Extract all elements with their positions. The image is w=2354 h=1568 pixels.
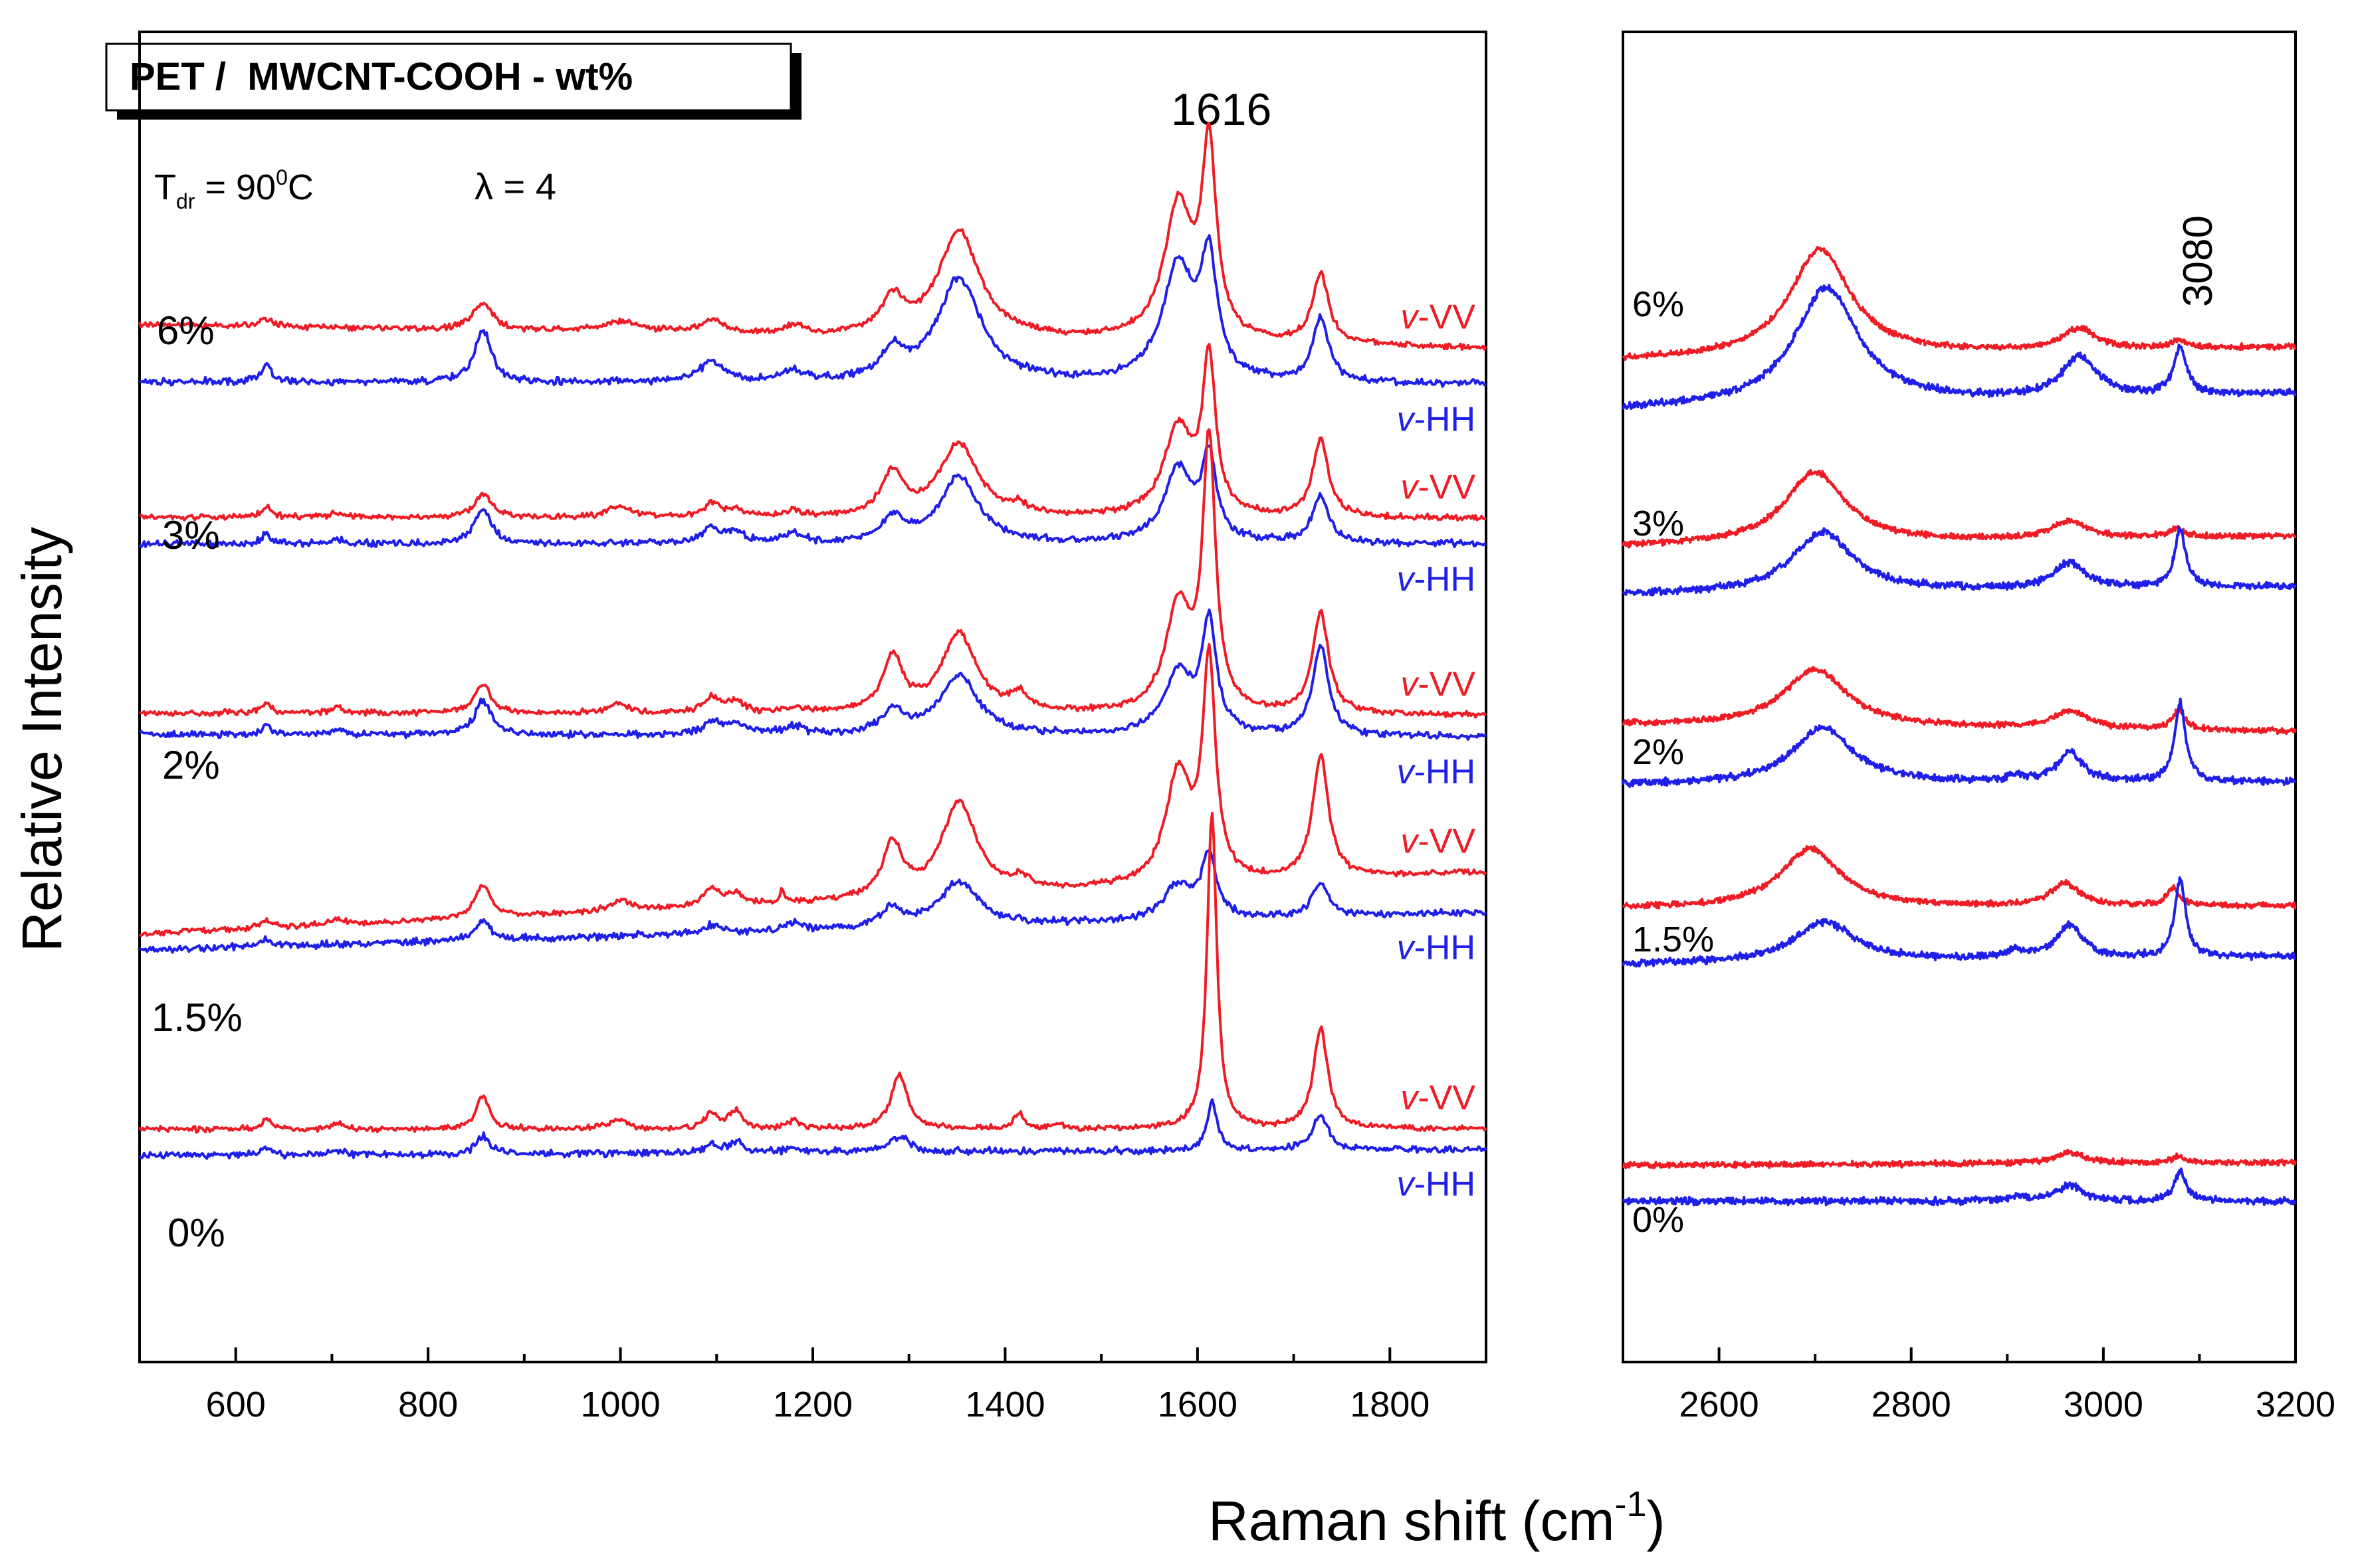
group-label-right: 2% — [1632, 732, 1684, 772]
x-tick-label: 2800 — [1872, 1385, 1951, 1424]
left-spectra: v-VV v-HH v-VV v-HH v-VV v-HH v-VV v-HH v-VV v-HH — [138, 122, 1487, 1204]
spectrum-left-6pct-VV — [138, 122, 1487, 351]
spectrum-right-3pct-VV — [1622, 468, 2297, 549]
spectrum-left-1_5pct-VV — [138, 642, 1487, 937]
x-tick-label: 1200 — [773, 1385, 853, 1424]
x-tick-label: 3200 — [2256, 1385, 2335, 1424]
group-label-left: 6% — [157, 308, 215, 353]
right-plot-frame — [1622, 31, 2297, 1363]
polarization-label-HH: v-HH — [1397, 928, 1475, 967]
title-main: MWCNT-COOH - wt% — [247, 55, 633, 98]
group-label-left: 2% — [162, 743, 220, 787]
x-tick-label: 600 — [206, 1385, 266, 1424]
x-tick-label: 1800 — [1350, 1385, 1430, 1424]
polarization-label-VV: v-VV — [1400, 822, 1475, 860]
x-tick-label: 1400 — [965, 1385, 1045, 1424]
spectrum-right-6pct-VV — [1622, 246, 2297, 361]
polarization-label-VV: v-VV — [1400, 468, 1475, 507]
group-label-right: 0% — [1632, 1200, 1684, 1240]
group-label-right: 3% — [1632, 504, 1684, 543]
group-label-left: 1.5% — [152, 995, 243, 1040]
group-label-right: 1.5% — [1632, 920, 1714, 959]
spectrum-right-0pct-VV — [1622, 1149, 2297, 1169]
polarization-label-HH: v-HH — [1397, 401, 1475, 439]
polarization-label-HH: v-HH — [1397, 1165, 1475, 1204]
x-tick-label: 3000 — [2064, 1385, 2143, 1424]
peak-label-3080: 3080 — [2175, 215, 2221, 307]
spectrum-left-0pct-VV — [138, 811, 1487, 1134]
draw-ratio-label: λ = 4 — [475, 165, 556, 207]
spectrum-left-6pct-HH — [139, 234, 1487, 388]
left-plot-frame — [138, 31, 1487, 1363]
title-prefix: PET / — [130, 55, 247, 98]
spectrum-right-0pct-HH — [1622, 1167, 2297, 1207]
polarization-label-VV: v-VV — [1400, 298, 1475, 337]
spectrum-right-2pct-HH — [1622, 698, 2297, 788]
group-labels: 6% 3% 2% 1.5% 0% 6% 3% 2% 1.5% 0% — [152, 284, 1714, 1255]
spectrum-left-3pct-HH — [138, 444, 1487, 549]
peak-label-1616: 1616 — [1171, 84, 1271, 135]
polarization-label-HH: v-HH — [1397, 753, 1475, 791]
right-spectra — [1622, 246, 2297, 1207]
spectrum-left-0pct-HH — [138, 1098, 1487, 1160]
spectrum-right-1_5pct-VV — [1622, 845, 2297, 910]
x-axis-label: Raman shift (cm-1) — [1208, 1484, 1665, 1552]
spectrum-left-3pct-VV — [139, 343, 1486, 522]
spectrum-right-1_5pct-HH — [1622, 876, 2296, 968]
polarization-label-VV: v-VV — [1400, 1079, 1475, 1118]
polarization-label-HH: v-HH — [1397, 560, 1475, 599]
title-box: PET / MWCNT-COOH - wt% — [105, 43, 802, 120]
polarization-label-VV: v-VV — [1400, 665, 1475, 704]
group-label-left: 0% — [167, 1211, 225, 1255]
temperature-label: Tdr = 900C — [154, 165, 314, 213]
spectrum-left-1_5pct-HH — [139, 849, 1487, 954]
left-x-ticks: 600 800 1000 1200 1400 1600 1800 — [138, 1347, 1487, 1424]
spectrum-right-2pct-VV — [1622, 666, 2297, 735]
x-tick-label: 1000 — [581, 1385, 661, 1424]
spectrum-left-2pct-VV — [139, 428, 1487, 719]
x-tick-label: 1600 — [1158, 1385, 1237, 1424]
spectrum-right-3pct-HH — [1622, 526, 2297, 597]
group-label-left: 3% — [162, 513, 220, 557]
spectrum-left-2pct-HH — [138, 608, 1487, 741]
group-label-right: 6% — [1632, 284, 1684, 324]
spectrum-right-6pct-HH — [1622, 284, 2297, 410]
x-tick-label: 800 — [398, 1385, 458, 1424]
x-tick-label: 2600 — [1679, 1385, 1759, 1424]
right-x-ticks: 2600 2800 3000 3200 — [1622, 1347, 2335, 1424]
svg-text:PET / MWCNT-COOH - wt%: PET / MWCNT-COOH - wt% — [130, 55, 633, 98]
y-axis-label: Relative Intensity — [11, 527, 73, 952]
